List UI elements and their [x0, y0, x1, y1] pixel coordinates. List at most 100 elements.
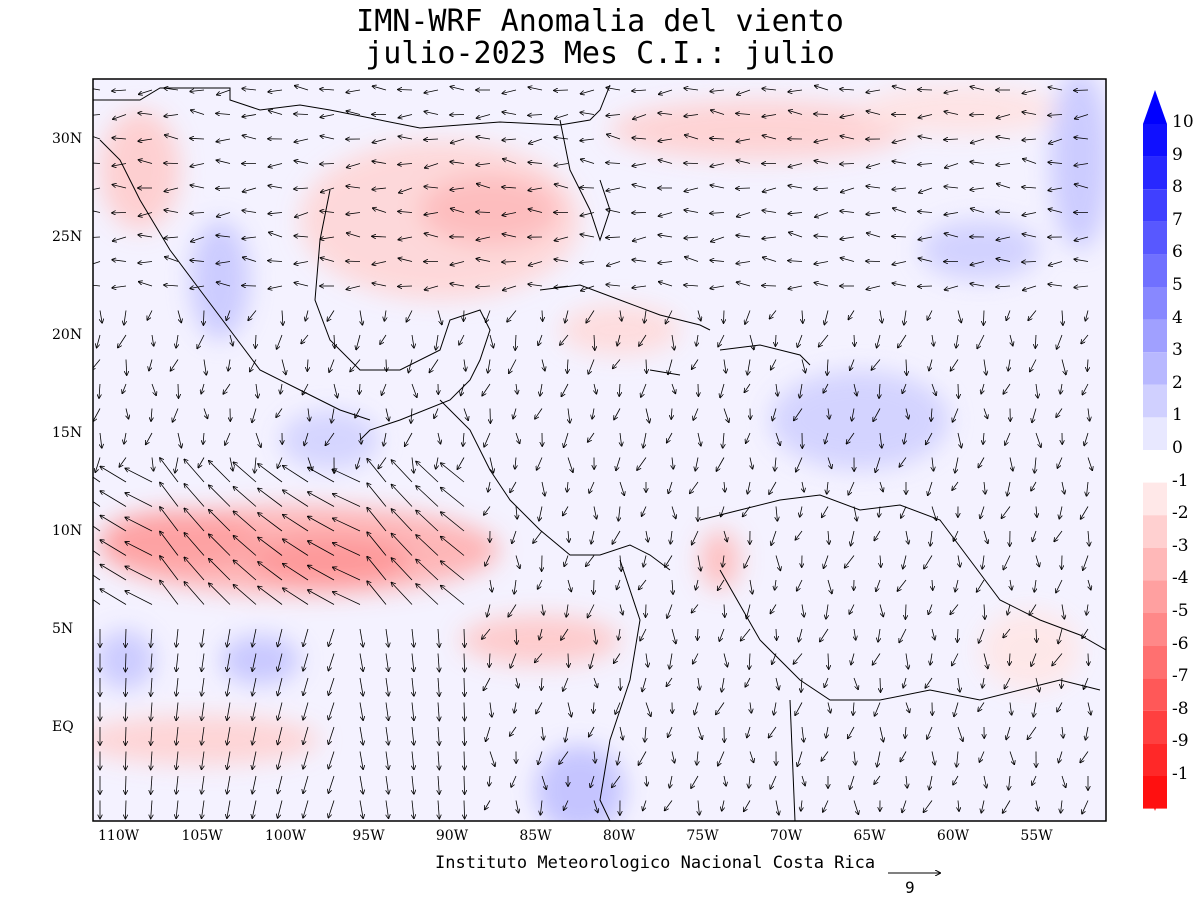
wind-arrow	[970, 284, 985, 286]
wind-arrow	[892, 261, 907, 265]
wind-arrow	[346, 111, 361, 115]
wind-arrow	[209, 461, 231, 483]
wind-arrow	[904, 432, 906, 444]
wind-arrow	[770, 775, 777, 789]
wind-arrow	[617, 579, 621, 589]
wind-arrow	[424, 187, 439, 189]
wind-arrow	[866, 90, 881, 92]
wind-arrow	[425, 163, 439, 168]
wind-arrow	[1031, 481, 1037, 491]
wind-arrow	[176, 677, 178, 696]
wind-arrow	[1062, 726, 1063, 738]
wind-arrow	[906, 359, 907, 376]
wind-arrow	[268, 186, 283, 188]
wind-arrow	[750, 702, 751, 713]
wind-arrow	[278, 775, 283, 794]
wind-arrow	[591, 530, 595, 544]
wind-arrow	[788, 90, 803, 92]
wind-arrow	[801, 800, 802, 811]
wind-arrow	[1088, 579, 1091, 590]
wind-arrow	[697, 555, 701, 571]
wind-arrow	[392, 460, 413, 483]
colorbar-label: -8	[1172, 698, 1189, 719]
wind-arrow	[367, 508, 387, 532]
wind-arrow	[513, 408, 516, 419]
wind-arrow	[669, 653, 672, 669]
wind-arrow	[1010, 334, 1013, 346]
wind-arrow	[945, 285, 959, 290]
wind-arrow	[540, 800, 542, 815]
wind-arrow	[581, 285, 595, 291]
wind-arrow	[848, 726, 855, 738]
wind-arrow	[283, 515, 309, 532]
wind-arrow	[223, 383, 231, 394]
wind-arrow	[566, 604, 568, 617]
wind-arrow	[1033, 702, 1036, 717]
wind-arrow	[268, 213, 283, 214]
colorbar-swatch	[1143, 417, 1167, 450]
wind-arrow	[930, 530, 932, 546]
wind-arrow	[202, 677, 205, 696]
wind-arrow	[201, 383, 204, 394]
wind-arrow	[827, 457, 832, 469]
wind-arrow	[359, 726, 363, 745]
wind-arrow	[227, 726, 231, 745]
wind-arrow	[93, 162, 101, 164]
wind-arrow	[918, 136, 933, 139]
wind-arrow	[723, 555, 725, 567]
wind-arrow	[904, 310, 906, 325]
wind-arrow	[1085, 310, 1088, 321]
wind-arrow	[744, 383, 751, 392]
wind-arrow	[100, 565, 127, 581]
wind-arrow	[125, 702, 126, 721]
wind-arrow	[561, 628, 569, 640]
wind-arrow	[441, 463, 465, 483]
wind-arrow	[477, 184, 491, 189]
wind-arrow	[931, 383, 936, 395]
wind-arrow	[392, 558, 413, 581]
wind-arrow	[256, 383, 258, 398]
wind-arrow	[99, 383, 100, 398]
wind-arrow	[996, 286, 1011, 287]
colorbar-label: 5	[1172, 275, 1183, 295]
wind-arrow	[328, 702, 335, 720]
wind-arrow	[736, 188, 751, 189]
wind-arrow	[589, 481, 595, 493]
wind-arrow	[93, 236, 101, 238]
wind-arrow	[355, 408, 361, 418]
wind-arrow	[203, 408, 208, 419]
wind-arrow	[486, 310, 491, 323]
wind-arrow	[425, 285, 439, 290]
wind-arrow	[367, 581, 387, 605]
wind-arrow	[1022, 234, 1037, 238]
wind-arrow	[528, 209, 543, 213]
wind-arrow	[328, 628, 335, 646]
wind-arrow	[774, 702, 776, 715]
wind-arrow	[749, 653, 750, 670]
wind-arrow	[112, 164, 127, 167]
wind-arrow	[276, 408, 283, 418]
wind-arrow	[1006, 310, 1011, 321]
wind-arrow	[828, 408, 829, 419]
wind-arrow	[1005, 432, 1011, 445]
wind-arrow	[710, 286, 725, 288]
wind-arrow	[771, 530, 777, 545]
wind-arrow	[637, 457, 647, 471]
wind-arrow	[151, 775, 152, 794]
wind-arrow	[1032, 775, 1037, 785]
wind-arrow	[1059, 751, 1063, 763]
wind-arrow	[612, 530, 621, 544]
wind-arrow	[1060, 383, 1062, 394]
wind-arrow	[125, 542, 153, 556]
wind-arrow	[956, 334, 958, 348]
wind-arrow	[510, 726, 517, 736]
wind-arrow	[1009, 775, 1011, 790]
wind-arrow	[514, 579, 516, 594]
wind-arrow	[672, 751, 675, 763]
wind-arrow	[489, 751, 495, 767]
wind-arrow	[1086, 726, 1089, 740]
wind-arrow	[333, 494, 361, 507]
wind-arrow	[392, 534, 413, 556]
wind-arrow	[877, 334, 881, 348]
wind-arrow	[749, 775, 750, 788]
